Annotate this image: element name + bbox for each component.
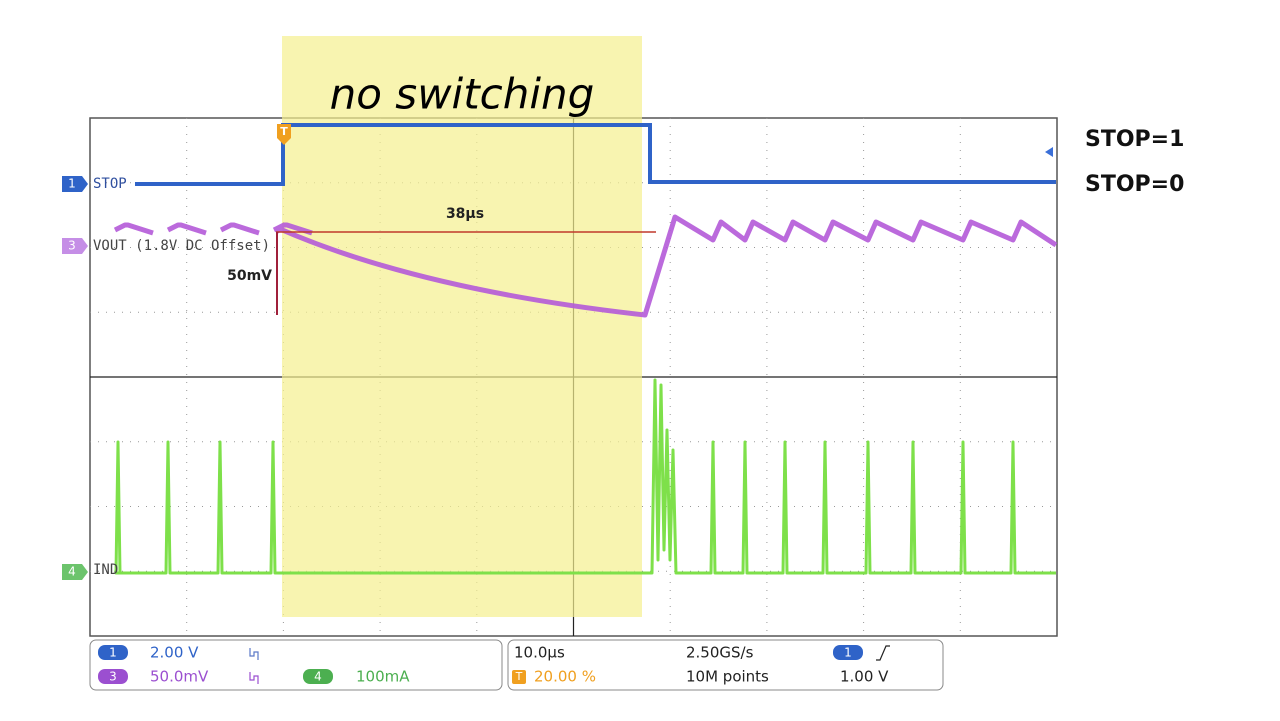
channel-number: 1 [68, 177, 76, 191]
channel-label: IND [93, 562, 118, 578]
trigger-marker-text: T [280, 125, 288, 138]
no-switching-region [282, 36, 642, 617]
traces [113, 123, 1058, 575]
ch1-scale: 2.00 V [150, 644, 199, 662]
trigger-level-arrow [1045, 147, 1053, 157]
channel-number: 3 [68, 239, 76, 253]
ind-trace [114, 378, 1056, 575]
channel-number: 4 [68, 565, 76, 579]
amplitude-label: 50mV [227, 268, 272, 284]
stop-trace [135, 123, 1056, 186]
status-badge [303, 669, 333, 684]
bw-icon [249, 648, 259, 660]
trigger-marker [277, 124, 291, 145]
vout-trace [113, 214, 1058, 318]
stop-high-label: STOP=1 [1085, 127, 1184, 152]
status-badge-text: 1 [109, 646, 117, 660]
region-title: no switching [330, 70, 595, 119]
ch3-scale: 50.0mV [150, 668, 209, 686]
status-panel [89, 639, 503, 691]
channel-label: STOP [93, 176, 127, 192]
trigger-position: 20.00 % [534, 668, 596, 686]
channel-label: VOUT (1.8V DC Offset) [93, 238, 270, 254]
status-badge [833, 645, 863, 660]
status-badge-text: 4 [314, 670, 322, 684]
channel-badge [62, 176, 88, 192]
trigger-level: 1.00 V [840, 668, 889, 686]
timebase: 10.0µs [514, 644, 565, 662]
status-badge [98, 645, 128, 660]
channel-badge [62, 238, 88, 254]
status-badge-text: 1 [844, 646, 852, 660]
channel-badge [62, 564, 88, 580]
status-badge-text: T [515, 670, 523, 683]
status-badge [98, 669, 128, 684]
bw-icon [249, 672, 259, 684]
status-badge [512, 670, 526, 684]
ch4-scale: 100mA [356, 668, 410, 686]
stop-low-label: STOP=0 [1085, 172, 1184, 197]
slope-icon [876, 645, 890, 661]
record-length: 10M points [686, 668, 769, 686]
status-badge-text: 3 [109, 670, 117, 684]
interval-label: 38µs [446, 206, 484, 222]
sample-rate: 2.50GS/s [686, 644, 754, 662]
